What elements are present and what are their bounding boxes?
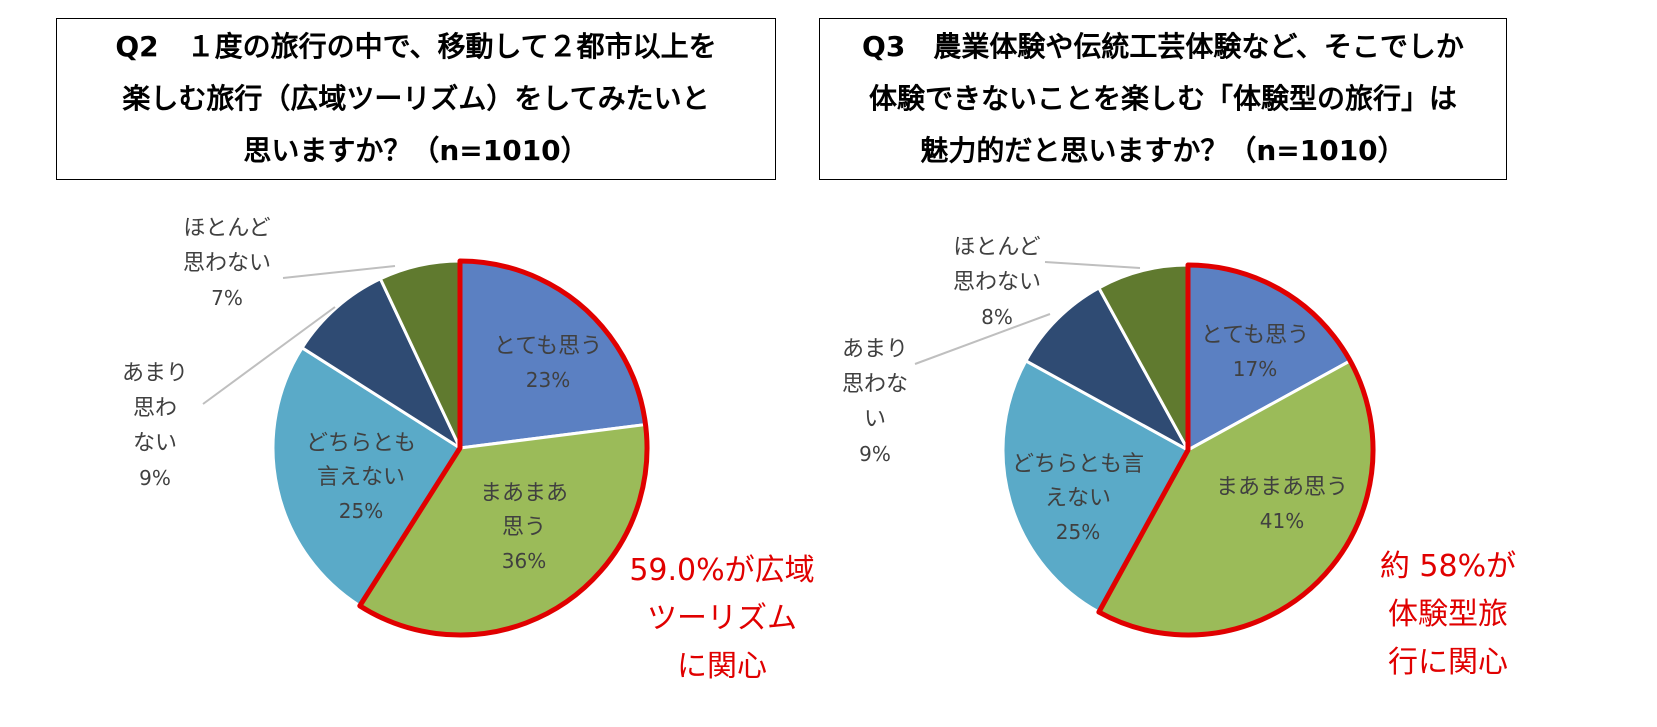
q3-pie-chart: とても思う17%まあまあ思う41%どちらとも言えない25%あまり思わない9%ほと…: [842, 235, 1516, 680]
q3-label-not-much-leader-line: [914, 313, 1051, 365]
q2-label-neither-line-2: 言えない: [317, 465, 405, 490]
q2-title-line-1: Q2 １度の旅行の中で、移動して２都市以上を: [115, 30, 717, 63]
q2-label-somewhat-line-2: 思う: [502, 515, 546, 540]
q3-slice-not-much: [1024, 286, 1190, 452]
q3-label-neither-line-1: どちらとも言: [1012, 452, 1144, 477]
q2-label-hardly-leader-line: [282, 265, 396, 279]
q3-label-neither-line-2: えない: [1045, 486, 1111, 511]
q3-callout-line-3: 行に関心: [1388, 645, 1508, 680]
q2-highlight-outline: [357, 258, 650, 638]
q3-label-neither-value: 25%: [1056, 520, 1100, 544]
q3-label-very-much-value: 17%: [1233, 357, 1277, 381]
q2-label-hardly-value: 7%: [211, 286, 243, 310]
q2-title-line-3: 思いますか？（n=1010）: [243, 134, 589, 167]
q3-label-very-much-line-1: とても思う: [1201, 323, 1309, 348]
q2-label-neither-value: 25%: [339, 499, 383, 523]
q3-title-line-2: 体験できないことを楽しむ「体験型の旅行」は: [868, 82, 1457, 115]
q2-label-not-much-leader-line: [202, 306, 336, 405]
q2-title-box: Q2 １度の旅行の中で、移動して２都市以上を 楽しむ旅行（広域ツーリズム）をして…: [56, 18, 776, 180]
q2-label-not-much-line-3: ない: [133, 431, 177, 456]
q2-callout-line-2: ツーリズム: [647, 601, 797, 636]
q3-label-not-much-value: 9%: [859, 442, 891, 466]
q3-label-hardly-line-1: ほとんど: [953, 235, 1040, 260]
q3-label-not-much-line-1: あまり: [842, 337, 908, 362]
q2-label-not-much-line-1: あまり: [122, 361, 188, 386]
q2-label-somewhat-line-1: まあまあ: [480, 481, 568, 506]
q2-slice-not-much: [300, 277, 462, 450]
q3-label-not-much-line-3: い: [864, 407, 886, 432]
q2-title-line-2: 楽しむ旅行（広域ツーリズム）をしてみたいと: [122, 82, 710, 115]
q3-slice-neither: [1001, 359, 1190, 614]
q2-label-not-much-line-2: 思わ: [133, 396, 177, 421]
q3-label-not-much-line-2: 思わな: [842, 372, 908, 397]
q2-label-hardly-line-2: 思わない: [183, 251, 271, 276]
q3-label-somewhat-line-1: まあまあ思う: [1216, 475, 1348, 500]
q2-slice-neither: [271, 346, 462, 608]
q2-label-not-much-value: 9%: [139, 466, 171, 490]
q3-callout-line-1: 約 58%が: [1380, 549, 1516, 584]
q3-title-box: Q3 農業体験や伝統工芸体験など、そこでしか 体験できないことを楽しむ「体験型の…: [819, 18, 1507, 180]
q3-label-hardly-leader-line: [1044, 261, 1141, 269]
q2-pie-chart: とても思う23%まあまあ思う36%どちらとも言えない25%あまり思わない9%ほと…: [122, 216, 815, 684]
q2-label-very-much-value: 23%: [526, 368, 570, 392]
q3-label-hardly-value: 8%: [981, 305, 1013, 329]
q3-highlight-outline: [1096, 262, 1376, 638]
q2-label-very-much-line-1: とても思う: [494, 334, 602, 359]
q2-callout-line-1: 59.0%が広域: [629, 553, 814, 588]
q2-label-hardly-line-1: ほとんど: [183, 216, 270, 241]
q3-label-hardly-line-2: 思わない: [953, 270, 1041, 295]
q2-label-neither-line-1: どちらとも: [306, 431, 416, 456]
q3-label-somewhat-value: 41%: [1260, 509, 1304, 533]
q2-callout-line-3: に関心: [677, 649, 767, 684]
q2-label-somewhat-value: 36%: [502, 549, 546, 573]
q3-title-line-1: Q3 農業体験や伝統工芸体験など、そこでしか: [862, 30, 1464, 63]
q3-title-line-3: 魅力的だと思いますか？（n=1010）: [920, 134, 1406, 167]
q3-callout-line-2: 体験型旅: [1388, 597, 1508, 632]
